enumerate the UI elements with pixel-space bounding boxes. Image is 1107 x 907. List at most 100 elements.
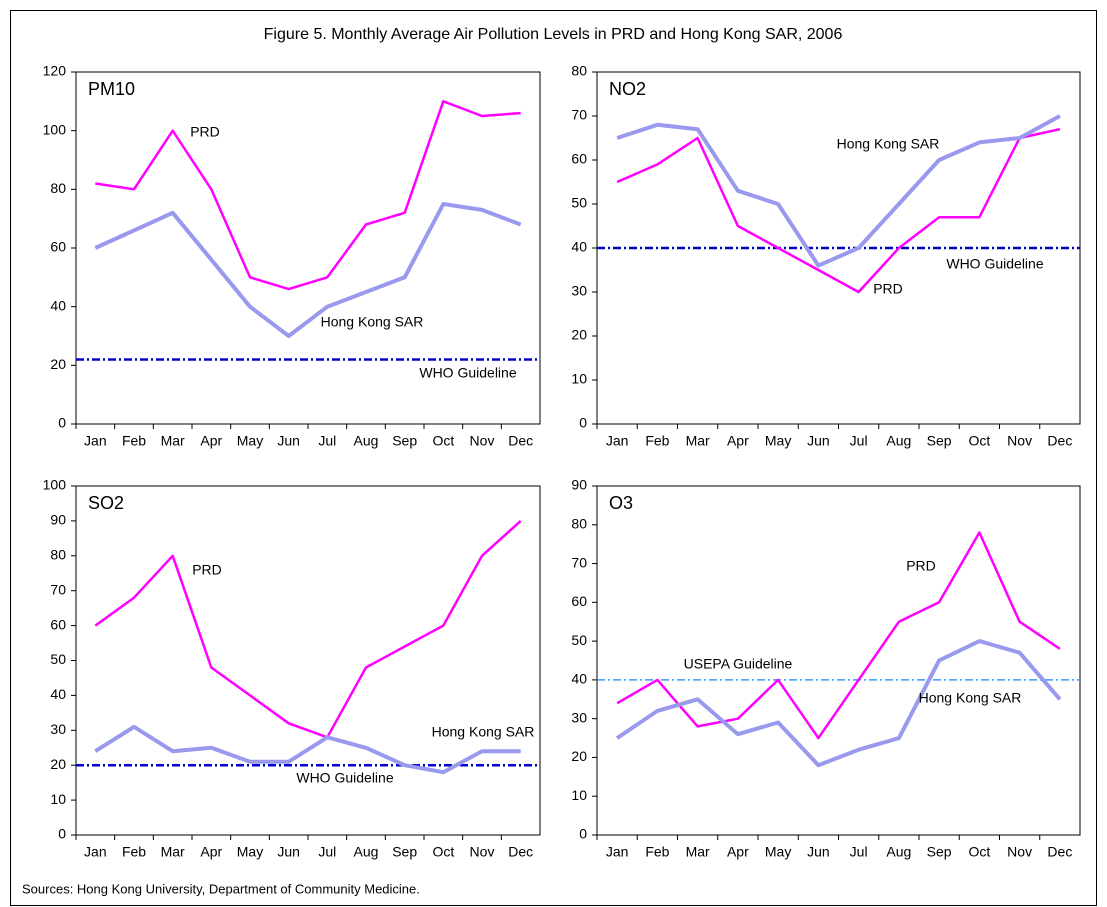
x-tick-label: Feb: [645, 844, 669, 860]
y-tick-label: 90: [50, 512, 66, 528]
panel-title: SO2: [88, 493, 124, 513]
x-tick-label: Sep: [392, 433, 417, 449]
series-label: PRD: [906, 558, 936, 574]
panel-title: PM10: [88, 79, 135, 99]
x-tick-label: Nov: [470, 844, 495, 860]
y-tick-label: 10: [50, 791, 66, 807]
y-tick-label: 90: [571, 477, 587, 493]
y-tick-label: 100: [43, 121, 67, 137]
y-tick-label: 30: [571, 709, 587, 725]
x-tick-label: Feb: [645, 433, 669, 449]
x-tick-label: Jul: [850, 433, 868, 449]
series-label: PRD: [190, 124, 220, 140]
y-tick-label: 70: [571, 554, 587, 570]
x-tick-label: Oct: [968, 844, 990, 860]
x-tick-label: Oct: [432, 433, 454, 449]
panel-title: O3: [609, 493, 633, 513]
y-tick-label: 60: [571, 593, 587, 609]
y-tick-label: 50: [571, 632, 587, 648]
guideline-label: WHO Guideline: [419, 365, 516, 381]
x-tick-label: Jul: [318, 844, 336, 860]
y-tick-label: 20: [571, 327, 587, 343]
series-line: [616, 127, 1061, 294]
x-tick-label: Aug: [354, 844, 379, 860]
x-tick-label: Jun: [807, 844, 830, 860]
series-line: [94, 519, 522, 739]
x-tick-label: Jan: [606, 844, 629, 860]
guideline-label: WHO Guideline: [946, 256, 1043, 272]
x-tick-label: Jul: [318, 433, 336, 449]
guideline-label: USEPA Guideline: [684, 656, 793, 672]
series-line: [94, 202, 522, 338]
figure-title: Figure 5. Monthly Average Air Pollution …: [264, 26, 843, 43]
source-note: Sources: Hong Kong University, Departmen…: [22, 881, 420, 896]
series-label: Hong Kong SAR: [321, 314, 424, 330]
x-tick-label: Apr: [200, 433, 222, 449]
y-tick-label: 50: [571, 195, 587, 211]
x-tick-label: Aug: [886, 433, 911, 449]
y-tick-label: 70: [50, 581, 66, 597]
y-tick-label: 80: [50, 180, 66, 196]
y-tick-label: 60: [571, 151, 587, 167]
x-tick-label: Nov: [1007, 844, 1032, 860]
x-tick-label: May: [237, 844, 263, 860]
guideline-label: WHO Guideline: [296, 770, 393, 786]
x-tick-label: Dec: [508, 433, 533, 449]
series-line: [94, 724, 521, 775]
x-tick-label: Nov: [470, 433, 495, 449]
x-tick-label: Dec: [508, 844, 533, 860]
x-tick-label: Mar: [686, 433, 710, 449]
series-label: Hong Kong SAR: [837, 136, 940, 152]
x-tick-label: Jan: [606, 433, 629, 449]
y-tick-label: 40: [50, 297, 66, 313]
x-tick-label: Jan: [84, 433, 107, 449]
y-tick-label: 0: [58, 826, 66, 842]
x-tick-label: Sep: [392, 844, 417, 860]
y-tick-label: 40: [50, 686, 66, 702]
series-line: [95, 100, 521, 291]
y-tick-label: 0: [58, 415, 66, 431]
series-label: PRD: [192, 562, 222, 578]
y-tick-label: 0: [579, 415, 587, 431]
x-tick-label: Feb: [122, 844, 146, 860]
plot-frame: [596, 485, 1081, 836]
y-tick-label: 40: [571, 239, 587, 255]
y-tick-label: 80: [571, 515, 587, 531]
x-tick-label: Sep: [927, 433, 952, 449]
y-tick-label: 30: [50, 721, 66, 737]
y-tick-label: 60: [50, 616, 66, 632]
x-tick-label: Jun: [277, 433, 300, 449]
x-tick-label: Apr: [200, 844, 222, 860]
panel-title: NO2: [609, 79, 646, 99]
y-tick-label: 100: [43, 477, 67, 493]
x-tick-label: Jul: [850, 844, 868, 860]
series-label: PRD: [873, 281, 903, 297]
x-tick-label: May: [765, 433, 791, 449]
x-tick-label: Jun: [807, 433, 830, 449]
y-tick-label: 120: [43, 63, 67, 79]
y-tick-label: 50: [50, 651, 66, 667]
y-tick-label: 20: [571, 748, 587, 764]
x-tick-label: May: [237, 433, 263, 449]
x-tick-label: Dec: [1047, 433, 1072, 449]
x-tick-label: Dec: [1047, 844, 1072, 860]
y-tick-label: 10: [571, 371, 587, 387]
x-tick-label: Mar: [686, 844, 710, 860]
figure-frame: [10, 10, 1097, 906]
y-tick-label: 80: [50, 547, 66, 563]
x-tick-label: Mar: [161, 433, 185, 449]
x-tick-label: May: [765, 844, 791, 860]
x-tick-label: Feb: [122, 433, 146, 449]
x-tick-label: Apr: [727, 433, 749, 449]
y-tick-label: 10: [571, 787, 587, 803]
y-tick-label: 0: [579, 826, 587, 842]
y-tick-label: 60: [50, 239, 66, 255]
series-line: [616, 114, 1061, 268]
x-tick-label: Oct: [968, 433, 990, 449]
y-tick-label: 40: [571, 671, 587, 687]
y-tick-label: 20: [50, 356, 66, 372]
x-tick-label: Oct: [432, 844, 454, 860]
x-tick-label: Aug: [354, 433, 379, 449]
x-tick-label: Mar: [161, 844, 185, 860]
x-tick-label: Aug: [886, 844, 911, 860]
